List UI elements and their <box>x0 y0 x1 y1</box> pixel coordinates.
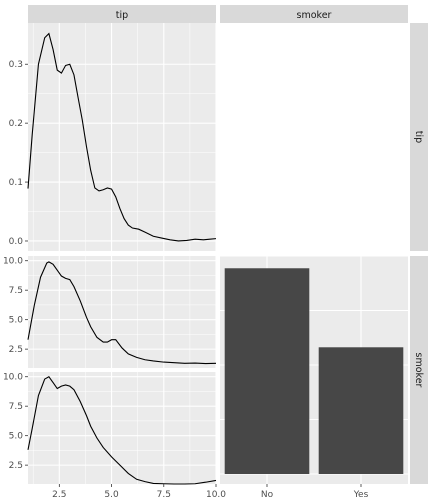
row-strips: tip smoker <box>410 23 428 484</box>
y-axis-ticks: 0.0 0.1 0.2 0.3 2.5 5.0 7.5 10.0 2.5 5.0 7.5 10.0 <box>3 60 28 471</box>
strip-label-col-smoker: smoker <box>297 10 332 21</box>
y-tick-label-smoker: 10.0 <box>3 257 23 267</box>
y-tick-label-smoker: 5.0 <box>9 316 24 326</box>
density-line <box>27 261 217 365</box>
strip-row-smoker <box>410 256 428 484</box>
y-tick-label-density: 0.0 <box>9 237 24 247</box>
panel-smoker-bar <box>220 255 408 484</box>
panel-background <box>220 23 408 251</box>
y-tick-label-smoker: 5.0 <box>9 432 24 442</box>
density-line <box>27 375 217 485</box>
y-tick-label-smoker: 2.5 <box>9 461 23 471</box>
y-tick-label-density: 0.3 <box>9 60 23 70</box>
x-tick-label-no: No <box>261 490 274 500</box>
strip-label-col-tip: tip <box>116 10 128 21</box>
strip-row-tip <box>410 23 428 251</box>
y-tick-label-smoker: 7.5 <box>9 402 23 412</box>
x-tick-label: 2.5 <box>52 490 66 500</box>
column-strips: tip smoker <box>28 5 408 23</box>
bar-no <box>224 268 310 474</box>
y-tick-label-smoker: 2.5 <box>9 345 23 355</box>
panel-background <box>28 23 216 251</box>
x-tick-label: 10.0 <box>206 490 226 500</box>
panel-background <box>28 256 216 368</box>
strip-label-row-tip: tip <box>413 131 424 143</box>
x-tick-label: 7.5 <box>157 490 171 500</box>
x-tick-label-yes: Yes <box>353 490 369 500</box>
y-tick-label-density: 0.2 <box>9 119 23 129</box>
y-tick-label-smoker: 7.5 <box>9 286 23 296</box>
panel-tip-smoker-yes <box>27 372 217 485</box>
strip-col-tip <box>28 5 216 23</box>
x-axis-ticks: 2.5 5.0 7.5 10.0 No Yes <box>52 484 369 500</box>
y-tick-label-smoker: 10.0 <box>3 373 23 383</box>
panel-empty <box>220 23 408 251</box>
panel-tip-smoker-no <box>27 256 217 368</box>
bar-yes <box>318 347 404 474</box>
strip-col-smoker <box>220 5 408 23</box>
panel-tip-density <box>27 23 217 251</box>
strip-label-row-smoker: smoker <box>413 353 424 388</box>
x-tick-label: 5.0 <box>104 490 119 500</box>
density-line <box>27 32 217 242</box>
y-tick-label-density: 0.1 <box>9 178 23 188</box>
